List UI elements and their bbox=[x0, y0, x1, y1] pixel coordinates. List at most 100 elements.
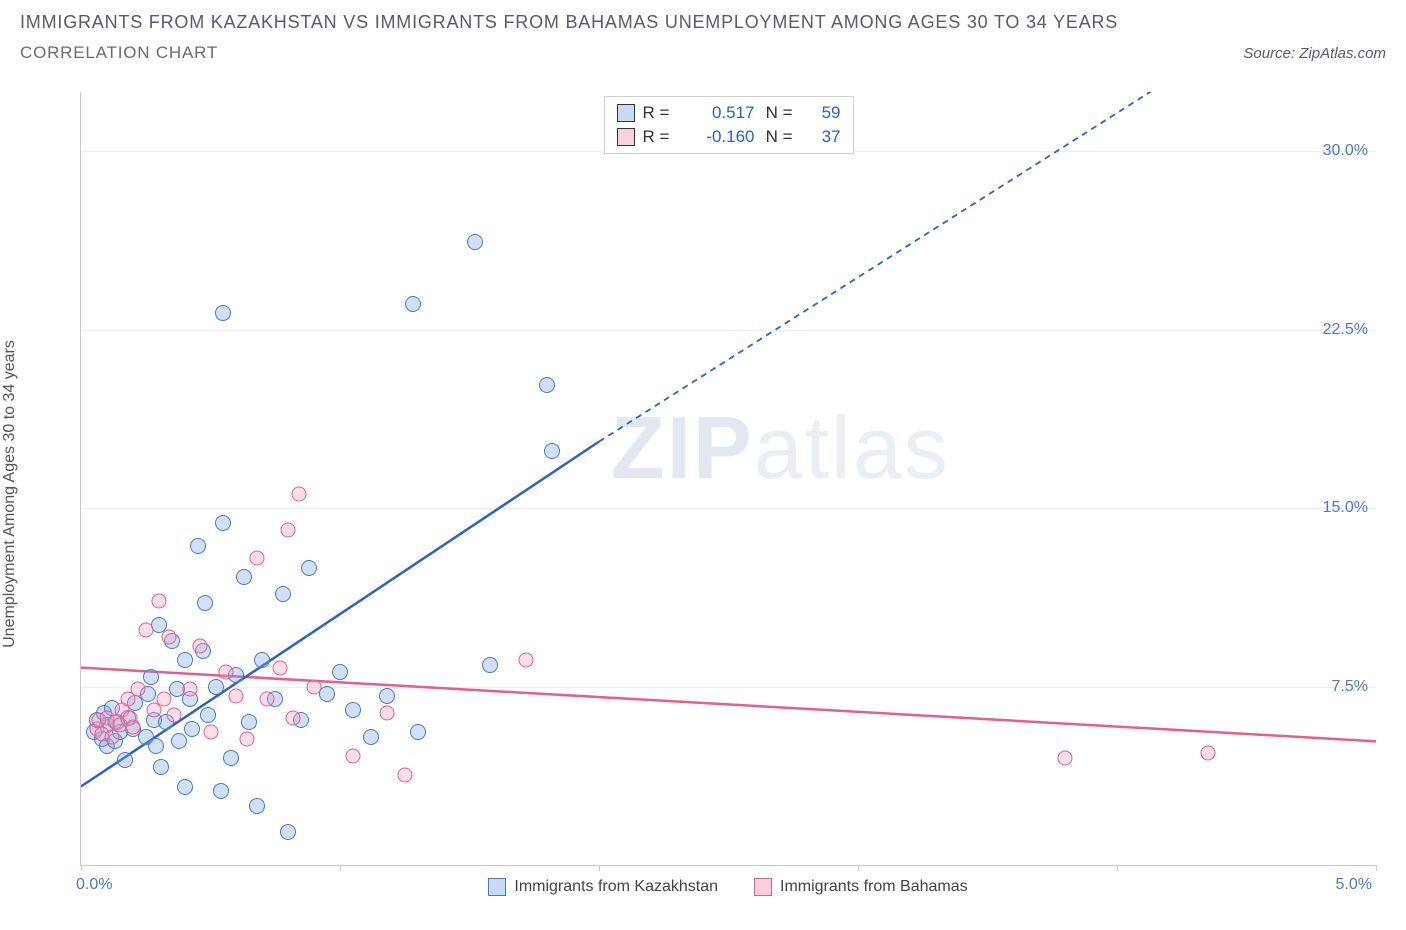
gridline bbox=[81, 330, 1376, 331]
y-tick-label: 7.5% bbox=[1332, 678, 1368, 696]
legend-item-pink: Immigrants from Bahamas bbox=[754, 878, 968, 896]
data-point-blue bbox=[539, 377, 555, 393]
n-value-blue: 59 bbox=[801, 101, 841, 125]
chart-container: Unemployment Among Ages 30 to 34 years Z… bbox=[20, 92, 1386, 896]
r-value-pink: -0.160 bbox=[685, 125, 755, 149]
data-point-blue bbox=[319, 686, 335, 702]
data-point-pink bbox=[151, 593, 166, 608]
data-point-blue bbox=[332, 664, 348, 680]
data-point-pink bbox=[167, 708, 182, 723]
data-point-pink bbox=[239, 731, 254, 746]
data-point-pink bbox=[250, 551, 265, 566]
data-point-pink bbox=[519, 653, 534, 668]
data-point-blue bbox=[254, 652, 270, 668]
subtitle-row: CORRELATION CHART Source: ZipAtlas.com bbox=[0, 39, 1406, 71]
bottom-legend: Immigrants from Kazakhstan Immigrants fr… bbox=[80, 878, 1376, 896]
watermark: ZIPatlas bbox=[611, 397, 950, 499]
x-axis: 0.0% Immigrants from Kazakhstan Immigran… bbox=[80, 868, 1376, 896]
data-point-pink bbox=[379, 705, 394, 720]
data-point-blue bbox=[405, 296, 421, 312]
data-point-pink bbox=[1058, 750, 1073, 765]
data-point-blue bbox=[301, 560, 317, 576]
source-name: ZipAtlas.com bbox=[1299, 45, 1386, 62]
stats-row-pink: R = -0.160 N = 37 bbox=[617, 125, 841, 149]
data-point-pink bbox=[291, 486, 306, 501]
stats-row-blue: R = 0.517 N = 59 bbox=[617, 101, 841, 125]
data-point-blue bbox=[223, 750, 239, 766]
data-point-pink bbox=[156, 691, 171, 706]
data-point-blue bbox=[177, 652, 193, 668]
gridline bbox=[81, 508, 1376, 509]
r-label: R = bbox=[643, 125, 677, 149]
data-point-pink bbox=[193, 639, 208, 654]
data-point-blue bbox=[184, 721, 200, 737]
data-point-blue bbox=[171, 733, 187, 749]
swatch-blue-icon bbox=[617, 104, 635, 122]
data-point-blue bbox=[153, 759, 169, 775]
data-point-blue bbox=[208, 679, 224, 695]
n-label: N = bbox=[763, 125, 793, 149]
data-point-blue bbox=[275, 586, 291, 602]
data-point-pink bbox=[130, 681, 145, 696]
n-label: N = bbox=[763, 101, 793, 125]
data-point-pink bbox=[162, 629, 177, 644]
data-point-blue bbox=[410, 724, 426, 740]
y-tick-label: 30.0% bbox=[1323, 142, 1368, 160]
data-point-blue bbox=[143, 669, 159, 685]
data-point-blue bbox=[177, 779, 193, 795]
source-prefix: Source: bbox=[1243, 45, 1299, 62]
y-tick-label: 22.5% bbox=[1323, 321, 1368, 339]
data-point-pink bbox=[397, 767, 412, 782]
gridline bbox=[81, 687, 1376, 688]
data-point-pink bbox=[219, 665, 234, 680]
data-point-blue bbox=[345, 702, 361, 718]
data-point-pink bbox=[260, 691, 275, 706]
data-point-blue bbox=[467, 234, 483, 250]
y-axis-label: Unemployment Among Ages 30 to 34 years bbox=[1, 340, 19, 648]
data-point-pink bbox=[286, 710, 301, 725]
data-point-blue bbox=[544, 443, 560, 459]
watermark-light: atlas bbox=[754, 398, 950, 497]
data-point-pink bbox=[307, 679, 322, 694]
chart-title: IMMIGRANTS FROM KAZAKHSTAN VS IMMIGRANTS… bbox=[0, 0, 1406, 39]
data-point-pink bbox=[273, 660, 288, 675]
data-point-pink bbox=[138, 622, 153, 637]
n-value-pink: 37 bbox=[801, 125, 841, 149]
legend-label-pink: Immigrants from Bahamas bbox=[780, 878, 968, 896]
data-point-blue bbox=[280, 824, 296, 840]
data-point-blue bbox=[482, 657, 498, 673]
data-point-pink bbox=[345, 748, 360, 763]
r-label: R = bbox=[643, 101, 677, 125]
chart-subtitle: CORRELATION CHART bbox=[20, 43, 218, 63]
swatch-blue-icon bbox=[488, 878, 506, 896]
legend-label-blue: Immigrants from Kazakhstan bbox=[514, 878, 718, 896]
data-point-blue bbox=[236, 569, 252, 585]
data-point-blue bbox=[363, 729, 379, 745]
data-point-blue bbox=[215, 515, 231, 531]
scatter-plot: ZIPatlas R = 0.517 N = 59 R = -0.160 N =… bbox=[80, 92, 1376, 866]
x-tick-end: 5.0% bbox=[1336, 876, 1372, 894]
data-point-pink bbox=[229, 689, 244, 704]
legend-item-blue: Immigrants from Kazakhstan bbox=[488, 878, 718, 896]
data-point-pink bbox=[203, 724, 218, 739]
data-point-blue bbox=[249, 798, 265, 814]
data-point-pink bbox=[1200, 746, 1215, 761]
data-point-pink bbox=[146, 703, 161, 718]
r-value-blue: 0.517 bbox=[685, 101, 755, 125]
data-point-pink bbox=[281, 522, 296, 537]
data-point-blue bbox=[379, 688, 395, 704]
data-point-blue bbox=[148, 738, 164, 754]
stats-legend: R = 0.517 N = 59 R = -0.160 N = 37 bbox=[604, 96, 854, 154]
y-tick-label: 15.0% bbox=[1323, 499, 1368, 517]
data-point-pink bbox=[182, 681, 197, 696]
data-point-blue bbox=[190, 538, 206, 554]
data-point-blue bbox=[215, 305, 231, 321]
data-point-blue bbox=[117, 752, 133, 768]
swatch-pink-icon bbox=[754, 878, 772, 896]
x-tick-mark bbox=[1376, 865, 1377, 871]
data-point-blue bbox=[213, 783, 229, 799]
data-point-pink bbox=[125, 720, 140, 735]
data-point-blue bbox=[241, 714, 257, 730]
watermark-bold: ZIP bbox=[611, 398, 754, 497]
data-point-blue bbox=[200, 707, 216, 723]
